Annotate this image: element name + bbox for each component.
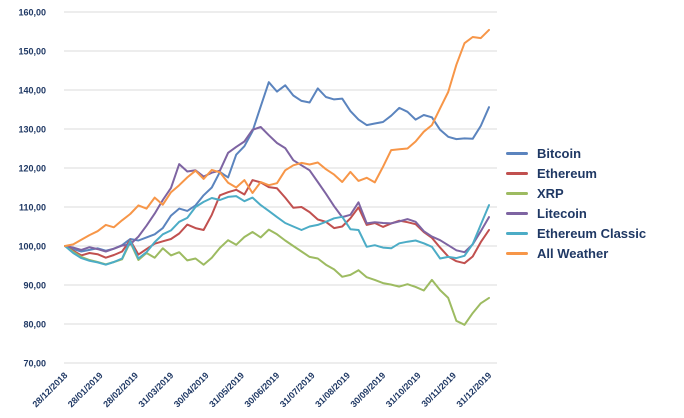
legend-line-swatch-icon (506, 191, 528, 195)
x-axis-tick-label: 28/01/2019 (66, 370, 105, 409)
x-axis-tick-label: 31/08/2019 (313, 370, 352, 409)
x-axis-tick-label: 31/07/2019 (278, 370, 317, 409)
legend-label: Bitcoin (537, 145, 582, 161)
y-axis-tick-label: 80,00 (23, 320, 46, 330)
legend-line-swatch-icon (506, 171, 528, 175)
legend-label: Ethereum (537, 165, 597, 181)
y-axis-tick-label: 90,00 (23, 281, 46, 291)
y-axis-tick-label: 120,00 (18, 164, 46, 174)
legend-label: Litecoin (537, 205, 587, 221)
x-axis-tick-label: 31/05/2019 (207, 370, 246, 409)
x-axis-tick-label: 30/06/2019 (242, 370, 281, 409)
legend-line-swatch-icon (506, 151, 528, 155)
legend-label: XRP (537, 185, 564, 201)
legend-label: All Weather (537, 245, 609, 261)
legend-label: Ethereum Classic (537, 225, 647, 241)
series-line-ethereum-classic (64, 195, 490, 266)
x-axis-tick-label: 31/10/2019 (384, 370, 423, 409)
y-axis-tick-label: 150,00 (18, 47, 46, 57)
y-axis-tick-label: 70,00 (23, 359, 46, 369)
x-axis-tick-label: 28/12/2018 (30, 370, 69, 409)
legend-item-litecoin: Litecoin (506, 203, 646, 223)
legend-item-all-weather: All Weather (506, 243, 646, 263)
legend-line-swatch-icon (506, 211, 528, 215)
y-axis-tick-label: 110,00 (19, 203, 46, 213)
legend-item-ethereum-classic: Ethereum Classic (506, 223, 646, 243)
legend-item-ethereum: Ethereum (506, 163, 646, 183)
x-axis-tick-label: 31/03/2019 (136, 370, 175, 409)
series-line-all-weather (64, 28, 490, 247)
y-axis-tick-label: 140,00 (18, 86, 46, 96)
series-line-ethereum (64, 179, 490, 265)
legend-item-bitcoin: Bitcoin (506, 143, 646, 163)
y-axis-tick-label: 160,00 (18, 8, 46, 18)
legend-item-xrp: XRP (506, 183, 646, 203)
x-axis-tick-label: 31/12/2019 (454, 370, 493, 409)
series-line-bitcoin (64, 81, 490, 253)
chart-legend: Bitcoin Ethereum XRP Litecoin Ethereum Class… (506, 143, 646, 263)
x-axis-tick-label: 28/02/2019 (101, 370, 140, 409)
y-axis-tick-label: 100,00 (18, 242, 46, 252)
legend-line-swatch-icon (506, 251, 528, 255)
y-axis-tick-label: 130,00 (18, 125, 46, 135)
x-axis-tick-label: 30/09/2019 (348, 370, 387, 409)
series-line-litecoin (64, 126, 490, 254)
legend-line-swatch-icon (506, 231, 528, 235)
x-axis-tick-label: 30/11/2019 (420, 370, 459, 409)
x-axis-tick-label: 30/04/2019 (172, 370, 211, 409)
